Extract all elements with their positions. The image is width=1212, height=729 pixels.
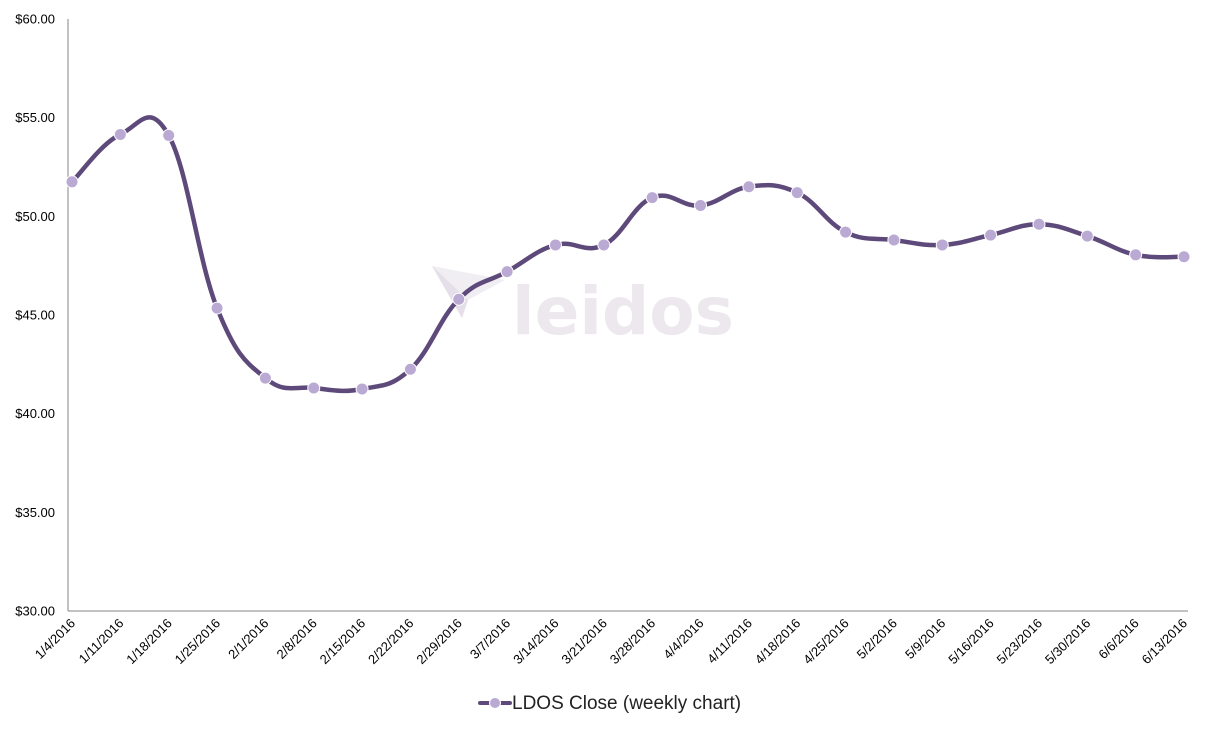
- data-point-marker: [742, 180, 756, 194]
- series-group: [65, 115, 1191, 396]
- x-tick-label: 4/18/2016: [752, 616, 804, 668]
- y-tick-label: $40.00: [15, 406, 55, 421]
- data-point-marker: [1032, 217, 1046, 231]
- data-point-marker: [839, 225, 853, 239]
- leidos-watermark-logo: leidos: [432, 266, 734, 350]
- y-tick-label: $50.00: [15, 209, 55, 224]
- legend: LDOS Close (weekly chart): [478, 693, 741, 714]
- data-point-marker: [1129, 248, 1143, 262]
- x-tick-label: 5/9/2016: [902, 616, 948, 662]
- data-point-marker: [887, 233, 901, 247]
- data-point-marker: [307, 381, 321, 395]
- x-tick-label: 2/1/2016: [225, 616, 271, 662]
- x-tick-label: 3/7/2016: [467, 616, 513, 662]
- x-tick-label: 5/16/2016: [945, 616, 997, 668]
- x-tick-label: 3/14/2016: [510, 616, 562, 668]
- data-point-marker: [210, 301, 224, 315]
- y-tick-labels: $30.00 $35.00 $40.00 $45.00 $50.00 $55.00 $60.…: [15, 12, 55, 619]
- data-point-marker: [597, 238, 611, 252]
- axes: [67, 19, 1188, 612]
- x-tick-label: 2/8/2016: [273, 616, 319, 662]
- data-point-marker: [645, 191, 659, 205]
- data-point-marker: [258, 371, 272, 385]
- data-point-marker: [1177, 250, 1191, 264]
- x-tick-label: 1/4/2016: [32, 616, 78, 662]
- data-point-marker: [984, 228, 998, 242]
- x-tick-label: 3/28/2016: [607, 616, 659, 668]
- data-point-marker: [1080, 229, 1094, 243]
- x-tick-label: 5/30/2016: [1042, 616, 1094, 668]
- data-point-marker: [935, 238, 949, 252]
- y-tick-label: $35.00: [15, 505, 55, 520]
- x-tick-label: 4/11/2016: [704, 616, 755, 667]
- x-tick-label: 6/6/2016: [1095, 616, 1141, 662]
- y-tick-label: $30.00: [15, 604, 55, 619]
- data-point-marker: [162, 128, 176, 142]
- data-point-marker: [403, 362, 417, 376]
- x-tick-label: 2/15/2016: [317, 616, 369, 668]
- data-point-marker: [500, 265, 514, 279]
- data-point-marker: [694, 198, 708, 212]
- data-point-marker: [355, 382, 369, 396]
- x-tick-label: 2/22/2016: [365, 616, 417, 668]
- data-point-marker: [452, 292, 466, 306]
- legend-label: LDOS Close (weekly chart): [512, 693, 741, 714]
- x-tick-label: 6/13/2016: [1139, 616, 1191, 668]
- x-tick-label: 4/25/2016: [800, 616, 852, 668]
- data-point-marker: [548, 238, 562, 252]
- x-tick-label: 1/18/2016: [123, 616, 175, 668]
- y-tick-label: $60.00: [15, 12, 55, 27]
- y-tick-label: $55.00: [15, 110, 55, 125]
- x-tick-label: 1/11/2016: [76, 616, 127, 667]
- x-tick-label: 2/29/2016: [413, 616, 465, 668]
- x-tick-label: 1/25/2016: [172, 616, 224, 668]
- x-tick-label: 5/23/2016: [994, 616, 1046, 668]
- x-tick-label: 5/2/2016: [854, 616, 900, 662]
- watermark-text: leidos: [512, 273, 734, 350]
- x-tick-label: 4/4/2016: [660, 616, 706, 662]
- data-point-marker: [65, 175, 79, 189]
- data-point-marker: [113, 127, 127, 141]
- x-tick-label: 3/21/2016: [558, 616, 610, 668]
- legend-marker-swatch: [489, 697, 501, 709]
- y-tick-label: $45.00: [15, 308, 55, 323]
- data-point-marker: [790, 186, 804, 200]
